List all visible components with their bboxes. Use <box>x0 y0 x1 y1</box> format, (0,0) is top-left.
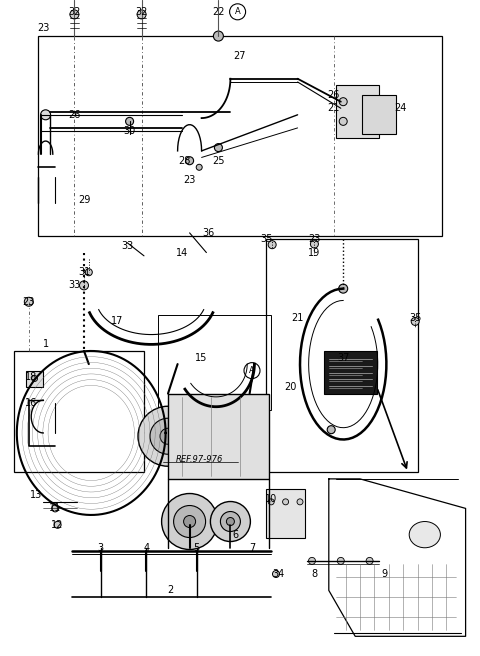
Text: 28: 28 <box>179 155 191 166</box>
Text: 36: 36 <box>203 228 215 238</box>
Circle shape <box>268 241 276 249</box>
Text: 15: 15 <box>195 352 208 363</box>
Text: 17: 17 <box>111 316 124 327</box>
Circle shape <box>339 117 347 125</box>
Text: 24: 24 <box>395 103 407 113</box>
Bar <box>26 371 43 387</box>
Text: 21: 21 <box>291 313 304 323</box>
Text: 7: 7 <box>249 543 255 553</box>
Text: A: A <box>249 366 255 375</box>
Text: 21: 21 <box>327 103 340 113</box>
Bar <box>266 489 305 538</box>
Circle shape <box>227 518 234 525</box>
Text: REF.97-976: REF.97-976 <box>176 455 223 464</box>
Text: 8: 8 <box>312 569 317 579</box>
Circle shape <box>174 506 205 537</box>
Circle shape <box>220 512 240 531</box>
Circle shape <box>137 10 146 19</box>
Bar <box>38 36 442 236</box>
Text: 10: 10 <box>265 493 277 504</box>
Text: 34: 34 <box>272 569 285 579</box>
Circle shape <box>337 558 344 564</box>
Circle shape <box>297 499 303 505</box>
Circle shape <box>52 505 59 512</box>
Text: 26: 26 <box>68 110 81 120</box>
Circle shape <box>214 31 223 41</box>
Bar <box>362 95 396 134</box>
Text: 20: 20 <box>284 382 297 392</box>
Circle shape <box>411 318 419 325</box>
Text: 1: 1 <box>43 339 48 350</box>
Text: 6: 6 <box>232 529 238 540</box>
Circle shape <box>160 428 176 444</box>
Circle shape <box>32 375 37 382</box>
Text: 29: 29 <box>78 195 90 205</box>
Circle shape <box>80 281 88 290</box>
Text: 2: 2 <box>167 585 174 596</box>
Bar <box>336 85 379 138</box>
Text: A: A <box>235 7 240 16</box>
Text: 12: 12 <box>51 520 64 530</box>
Bar <box>158 315 271 410</box>
Text: 22: 22 <box>212 7 225 17</box>
Text: 26: 26 <box>327 90 340 100</box>
Circle shape <box>339 98 347 106</box>
Circle shape <box>339 284 348 293</box>
Text: 23: 23 <box>23 297 35 307</box>
Text: 23: 23 <box>308 234 321 245</box>
Text: 3: 3 <box>98 543 104 553</box>
Circle shape <box>162 493 217 550</box>
Bar <box>324 351 377 394</box>
Circle shape <box>327 426 335 434</box>
Circle shape <box>85 269 92 276</box>
Text: 23: 23 <box>183 175 196 186</box>
Text: 18: 18 <box>25 372 37 382</box>
Circle shape <box>309 558 315 564</box>
Text: 35: 35 <box>409 313 421 323</box>
Circle shape <box>196 164 202 171</box>
Circle shape <box>283 499 288 505</box>
Text: 25: 25 <box>212 155 225 166</box>
Circle shape <box>186 157 193 165</box>
Text: 30: 30 <box>123 126 136 136</box>
Text: 27: 27 <box>234 51 246 61</box>
Text: 14: 14 <box>176 247 189 258</box>
Circle shape <box>138 406 198 466</box>
Text: 4: 4 <box>144 543 149 553</box>
Text: 37: 37 <box>337 352 349 363</box>
Circle shape <box>366 558 373 564</box>
Text: 32: 32 <box>68 7 81 17</box>
Circle shape <box>311 240 318 248</box>
Text: 5: 5 <box>193 543 200 553</box>
Bar <box>14 351 144 472</box>
Ellipse shape <box>409 522 441 548</box>
Text: 13: 13 <box>30 490 42 501</box>
Text: 23: 23 <box>37 22 49 33</box>
Bar <box>266 239 418 472</box>
Text: 11: 11 <box>49 503 61 514</box>
Circle shape <box>24 297 33 306</box>
Circle shape <box>41 110 50 120</box>
Circle shape <box>70 10 79 19</box>
Circle shape <box>54 522 61 528</box>
Text: 35: 35 <box>260 234 273 245</box>
Text: 19: 19 <box>308 247 321 258</box>
Circle shape <box>126 117 133 125</box>
Text: 9: 9 <box>381 569 387 579</box>
Text: 33: 33 <box>68 280 81 291</box>
Text: 16: 16 <box>25 398 37 409</box>
Text: 33: 33 <box>121 241 133 251</box>
Circle shape <box>215 144 222 152</box>
Circle shape <box>210 502 251 541</box>
Circle shape <box>273 571 279 577</box>
Circle shape <box>150 419 186 454</box>
Text: 32: 32 <box>135 7 148 17</box>
Circle shape <box>268 499 274 505</box>
Text: 31: 31 <box>78 267 90 277</box>
Circle shape <box>184 516 196 527</box>
Bar <box>168 394 269 479</box>
